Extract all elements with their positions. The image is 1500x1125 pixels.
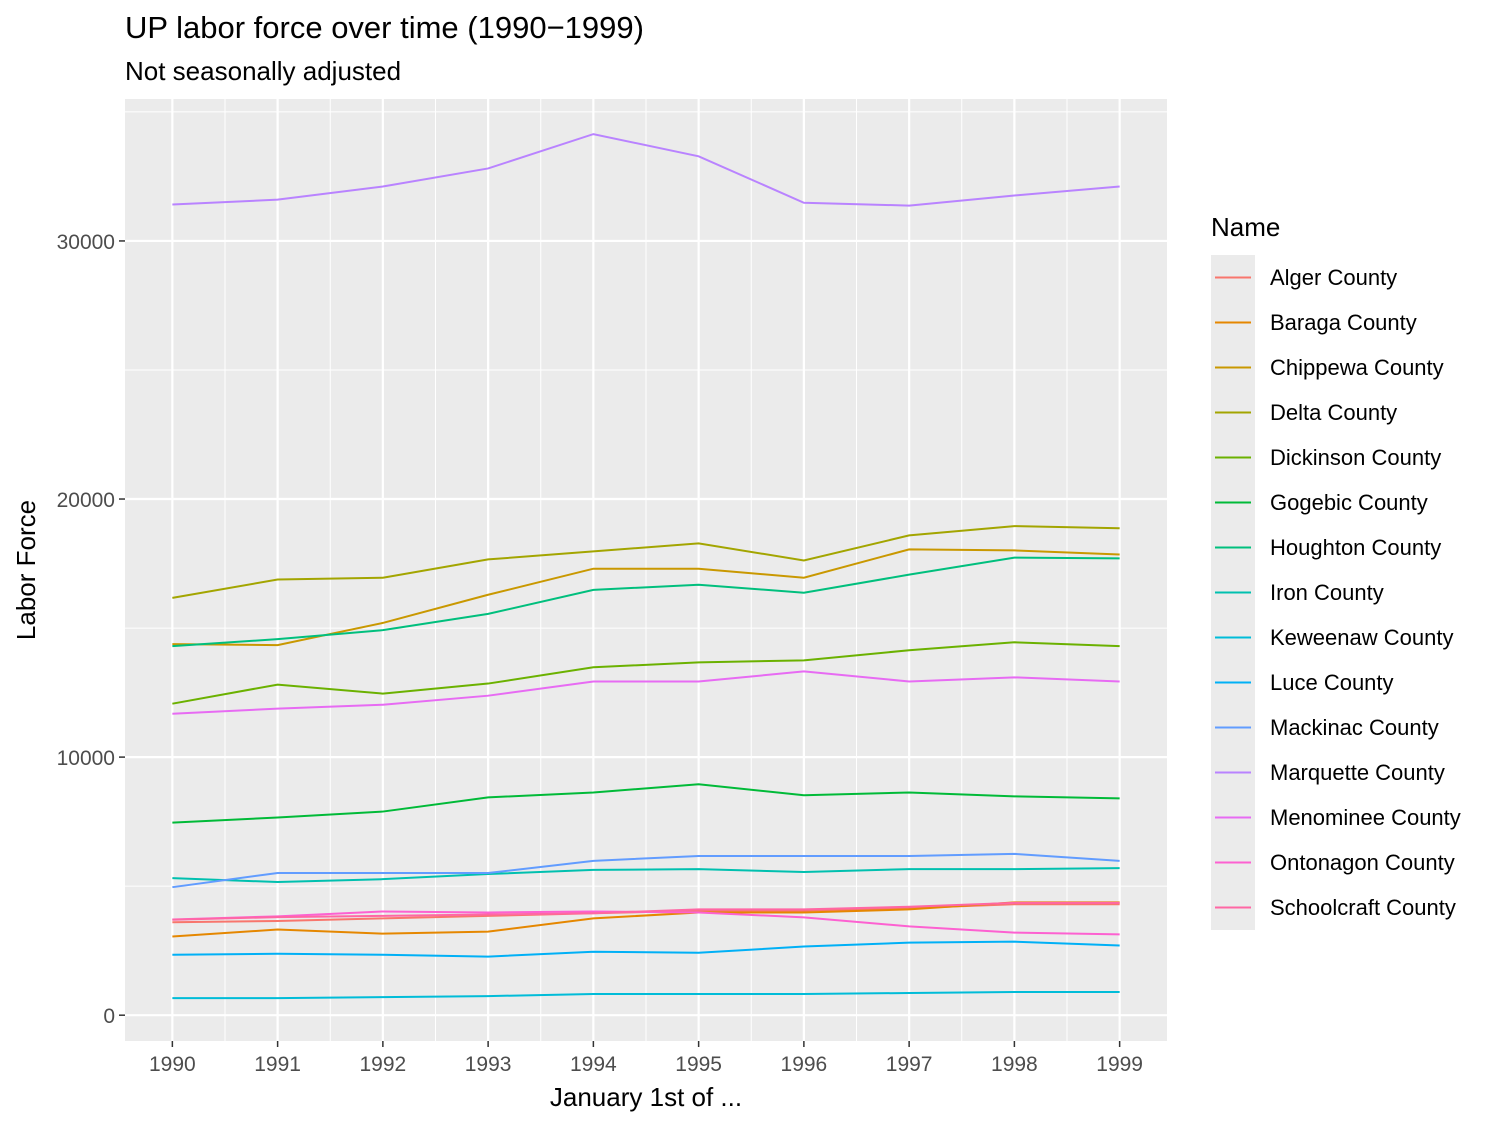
legend-label: Delta County	[1270, 400, 1397, 425]
x-tick-label: 1991	[254, 1053, 301, 1076]
legend-label: Schoolcraft County	[1270, 895, 1456, 920]
x-tick-label: 1999	[1096, 1053, 1143, 1076]
y-tick-label: 30000	[57, 231, 115, 254]
y-tick-label: 0	[103, 1005, 115, 1028]
y-axis-label: Labor Force	[11, 500, 41, 640]
legend-label: Mackinac County	[1270, 715, 1439, 740]
series-line-delta-county	[172, 525, 1120, 599]
series-line-luce-county	[172, 940, 1120, 958]
series-line-schoolcraft-county	[172, 901, 1120, 921]
legend-label: Houghton County	[1270, 535, 1441, 560]
legend-label: Keweenaw County	[1270, 625, 1453, 650]
y-tick-label: 10000	[57, 747, 115, 770]
legend-label: Dickinson County	[1270, 445, 1441, 470]
series-line-baraga-county	[172, 901, 1120, 938]
legend-label: Gogebic County	[1270, 490, 1428, 515]
legend-label: Marquette County	[1270, 760, 1445, 785]
series-line-gogebic-county	[172, 783, 1120, 824]
legend-label: Alger County	[1270, 265, 1397, 290]
legend-title: Name	[1211, 212, 1280, 242]
legend-label: Menominee County	[1270, 805, 1461, 830]
series-line-houghton-county	[172, 556, 1120, 648]
series-line-iron-county	[172, 867, 1120, 884]
legend-label: Ontonagon County	[1270, 850, 1455, 875]
series-line-dickinson-county	[172, 641, 1120, 705]
legend-label: Luce County	[1270, 670, 1394, 695]
legend-label: Baraga County	[1270, 310, 1417, 335]
y-tick-label: 20000	[57, 489, 115, 512]
chart-subtitle: Not seasonally adjusted	[125, 56, 401, 86]
x-tick-label: 1993	[465, 1053, 512, 1076]
x-tick-label: 1995	[675, 1053, 722, 1076]
series-line-menominee-county	[172, 670, 1120, 715]
x-tick-label: 1997	[886, 1053, 933, 1076]
series-line-mackinac-county	[172, 852, 1120, 889]
series-line-keweenaw-county	[172, 990, 1120, 1000]
x-tick-label: 1992	[360, 1053, 407, 1076]
x-tick-label: 1990	[149, 1053, 196, 1076]
x-tick-label: 1996	[781, 1053, 828, 1076]
legend: Name Alger County Baraga County Chippewa C…	[1211, 212, 1461, 930]
x-axis-label: January 1st of ...	[550, 1082, 742, 1112]
x-tick-label: 1998	[991, 1053, 1038, 1076]
legend-label: Iron County	[1270, 580, 1384, 605]
x-tick-label: 1994	[570, 1053, 617, 1076]
chart-title: UP labor force over time (1990−1999)	[125, 10, 644, 45]
series-line-marquette-county	[172, 133, 1120, 207]
legend-label: Chippewa County	[1270, 355, 1444, 380]
